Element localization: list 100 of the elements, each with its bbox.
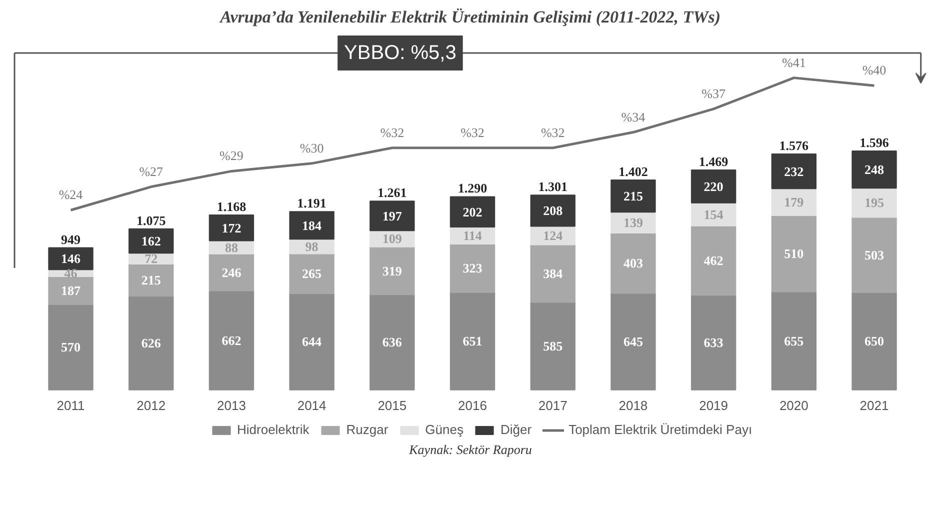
- data-label: 650: [864, 334, 884, 349]
- data-label: 215: [141, 272, 162, 288]
- data-label: %32: [540, 124, 565, 140]
- x-tick-label: 2013: [217, 398, 246, 413]
- legend-label: Hidroelektrik: [237, 422, 310, 437]
- data-label: 208: [543, 203, 564, 218]
- data-label: 72: [144, 251, 158, 266]
- text: Kaynak: Sektör Raporu: [408, 442, 532, 457]
- total-label: 1.402: [618, 164, 648, 179]
- total-label: 1.191: [297, 196, 326, 211]
- bar: [771, 214, 816, 292]
- data-label: 197: [382, 208, 402, 224]
- bar: [128, 228, 174, 254]
- x-tick-label: 2019: [699, 398, 728, 413]
- bar: [610, 232, 656, 294]
- bar: [852, 216, 897, 294]
- x-tick-label: 2015: [378, 398, 407, 413]
- x-tick-label: 2014: [297, 398, 326, 413]
- data-label: 88: [224, 240, 238, 255]
- bar: [208, 214, 254, 242]
- data-label: 215: [623, 188, 644, 204]
- data-label: 462: [704, 253, 724, 268]
- data-label: %32: [460, 124, 484, 140]
- total-label: 1.301: [538, 179, 568, 194]
- data-label: 510: [784, 246, 804, 262]
- data-label: %32: [380, 124, 404, 140]
- data-label: 46: [64, 266, 78, 281]
- bar: [370, 294, 415, 390]
- data-label: 246: [222, 264, 242, 280]
- total-label: 1.290: [458, 180, 488, 196]
- text: YBBO: %5,3: [344, 42, 456, 64]
- bar: [208, 253, 254, 292]
- bar: [450, 292, 496, 390]
- bar: [690, 294, 736, 390]
- data-label: 585: [543, 338, 564, 354]
- bar: [771, 291, 816, 390]
- data-label: 162: [141, 234, 161, 249]
- total-label: 1.576: [779, 138, 810, 153]
- data-label: 644: [302, 334, 322, 350]
- bar: [530, 302, 576, 390]
- chart-title: Avrupa’da Yenilenebilir Elektrik Üretiminin Gelişimi (2011-2022, TWs): [219, 8, 721, 26]
- data-label: 232: [784, 164, 804, 179]
- data-label: 98: [305, 238, 319, 254]
- total-label: 1.168: [216, 199, 247, 214]
- data-label: 172: [222, 220, 242, 236]
- x-tick-label: 2016: [458, 398, 487, 413]
- data-label: 187: [61, 283, 82, 298]
- data-label: 323: [462, 260, 483, 276]
- x-tick-label: 2021: [860, 398, 889, 413]
- data-label: 651: [462, 334, 482, 349]
- data-label: %29: [220, 148, 244, 164]
- bar: [610, 292, 656, 390]
- bar: [450, 196, 496, 228]
- legend-label: Diğer: [500, 422, 532, 437]
- bar: [370, 246, 415, 296]
- data-label: 109: [382, 231, 402, 246]
- bar: [208, 290, 254, 390]
- data-label: 202: [462, 204, 482, 220]
- x-tick-label: 2012: [136, 398, 166, 413]
- bar: [852, 292, 897, 390]
- bar: [610, 179, 656, 213]
- bar: [370, 200, 415, 232]
- data-label: 179: [784, 194, 804, 210]
- total-label: 1.469: [698, 154, 729, 169]
- bar: [690, 169, 736, 204]
- data-label: 403: [623, 256, 644, 271]
- data-label: 645: [623, 334, 644, 350]
- data-label: 195: [864, 195, 885, 210]
- bar: [450, 244, 496, 293]
- total-label: 949: [61, 232, 82, 247]
- data-label: 636: [382, 334, 402, 350]
- data-label: %27: [139, 164, 164, 179]
- total-label: 1.261: [378, 185, 407, 200]
- bar: [530, 244, 576, 303]
- bar: [289, 253, 334, 294]
- data-label: %37: [702, 86, 726, 101]
- legend-label: Güneş: [425, 422, 464, 437]
- data-label: %41: [782, 54, 806, 70]
- bar: [289, 292, 334, 390]
- data-label: 626: [141, 335, 162, 350]
- total-label: 1.075: [136, 212, 166, 228]
- bar: [128, 296, 174, 390]
- bar: [690, 225, 736, 296]
- bar: [48, 276, 94, 306]
- data-label: 319: [382, 263, 402, 278]
- data-label: 154: [704, 206, 724, 222]
- data-label: 655: [784, 333, 804, 348]
- data-label: 633: [704, 334, 724, 350]
- bar: [289, 211, 334, 240]
- data-label: 662: [222, 332, 242, 348]
- data-label: 503: [864, 247, 885, 262]
- data-label: 114: [463, 228, 482, 244]
- data-label: 184: [302, 218, 322, 233]
- data-label: %34: [621, 109, 646, 124]
- data-label: 139: [623, 215, 644, 230]
- bar: [771, 188, 816, 216]
- bar: [530, 194, 576, 227]
- total-label: 1.596: [860, 134, 890, 150]
- bar: [852, 150, 897, 189]
- data-label: %30: [300, 140, 324, 156]
